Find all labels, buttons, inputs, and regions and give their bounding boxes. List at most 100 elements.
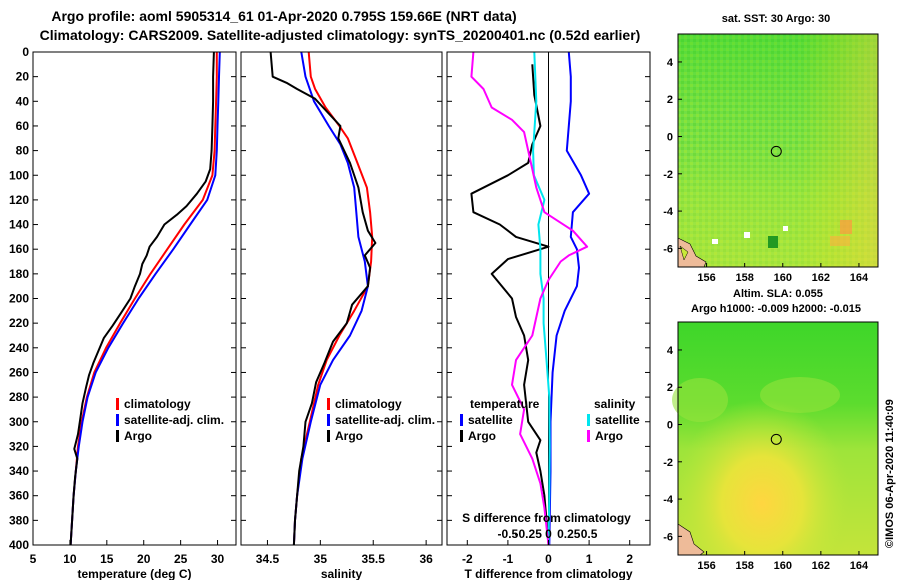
s-tick-label: -0.5	[498, 527, 519, 541]
x-tick-label: 35	[314, 552, 328, 566]
plot-frame	[240, 51, 443, 546]
map-x-tick-label: 158	[735, 560, 753, 572]
legend-label-s-satellite: satellite	[595, 413, 640, 427]
sst-map-axes: 156 158 160 162 164 4 2 0 -2 -4 -6	[663, 57, 869, 284]
h-map-axes: 156 158 160 162 164 4 2 0 -2 -4 -6	[663, 345, 869, 572]
y-tick-label: 360	[9, 489, 29, 503]
legend-swatch-s-satellite	[587, 414, 590, 426]
legend-swatch-argo	[116, 430, 119, 442]
s-tick-label: 0.5	[581, 527, 598, 541]
figure-title-line2: Climatology: CARS2009. Satellite-adjuste…	[40, 27, 641, 43]
h-map-high-region	[678, 322, 878, 555]
s-tick-label: 0	[545, 527, 552, 541]
y-tick-label: 400	[9, 538, 29, 552]
difference-panel: -2 -1 0 1 2T difference from climatology S di…	[446, 51, 651, 580]
x-tick-label: 15	[100, 552, 114, 566]
sst-map: sat. SST: 30 Argo: 30 156 158 160 162 164 4 2 0…	[663, 13, 879, 300]
x-tick-label: 10	[63, 552, 77, 566]
map-x-tick-label: 156	[697, 272, 715, 284]
y-tick-label: 260	[9, 365, 29, 379]
legend-label-t-satellite: satellite	[468, 413, 513, 427]
x-axis-label: T difference from climatology	[464, 567, 632, 580]
series-line-climatology	[292, 51, 374, 546]
map-y-tick-label: -6	[663, 531, 673, 543]
map-x-tick-label: 164	[850, 560, 869, 572]
y-tick-label: 300	[9, 415, 29, 429]
sst-warm-patch	[840, 220, 852, 234]
legend-label-argo: Argo	[335, 429, 363, 443]
y-tick-label: 240	[9, 341, 29, 355]
legend-swatch-s-argo	[587, 430, 590, 442]
legend-swatch-climatology	[327, 398, 330, 410]
map-y-tick-label: 2	[667, 382, 673, 394]
sst-missing-pixel	[783, 226, 788, 231]
legend-swatch-argo	[327, 430, 330, 442]
y-tick-label: 20	[16, 70, 30, 84]
y-tick-label: 280	[9, 390, 29, 404]
x-tick-label: 2	[626, 552, 633, 566]
s-axis-label: S difference from climatology	[462, 511, 631, 525]
sst-missing-pixel	[712, 239, 718, 244]
x-tick-label: -2	[462, 552, 473, 566]
s-tick-label: -0.25	[515, 527, 543, 541]
h-map-frame	[677, 321, 879, 556]
sst-missing-pixel	[744, 232, 750, 238]
map-x-tick-label: 162	[812, 560, 830, 572]
legend-swatch-t-satellite	[460, 414, 463, 426]
series-line-climatology	[69, 52, 218, 546]
x-tick-label: 5	[30, 552, 37, 566]
salinity-legend: climatology satellite-adj. clim. Argo	[327, 397, 435, 443]
legend-label-satellite: satellite-adj. clim.	[124, 413, 224, 427]
map-x-tick-label: 160	[774, 560, 792, 572]
x-tick-label: 35.5	[362, 552, 386, 566]
map-x-tick-label: 158	[735, 272, 753, 284]
y-tick-label: 180	[9, 267, 29, 281]
x-tick-label: 30	[211, 552, 225, 566]
x-tick-label: -1	[503, 552, 514, 566]
legend-label-satellite: satellite-adj. clim.	[335, 413, 435, 427]
legend-label-s-argo: Argo	[595, 429, 623, 443]
y-tick-label: 120	[9, 193, 29, 207]
series-line-argo	[269, 51, 377, 546]
legend-heading-salinity: salinity	[594, 397, 636, 411]
y-tick-label: 160	[9, 242, 29, 256]
map-y-tick-label: 0	[667, 420, 673, 432]
map-y-tick-label: -2	[663, 457, 673, 469]
legend-swatch-climatology	[116, 398, 119, 410]
temperature-legend: climatology satellite-adj. clim. Argo	[116, 397, 224, 443]
map-x-tick-label: 160	[774, 272, 792, 284]
y-tick-label: 40	[16, 94, 30, 108]
x-tick-label: 36	[419, 552, 433, 566]
legend-swatch-satellite	[116, 414, 119, 426]
figure-title-line1: Argo profile: aoml 5905314_61 01-Apr-202…	[51, 8, 516, 24]
legend-swatch-satellite	[327, 414, 330, 426]
map-y-tick-label: 4	[667, 345, 674, 357]
map-y-tick-label: 0	[667, 132, 673, 144]
argo-position-marker	[770, 145, 782, 157]
map-y-tick-label: 4	[667, 57, 674, 69]
s-tick-label: 0.25	[557, 527, 581, 541]
legend-label-climatology: climatology	[335, 397, 402, 411]
x-tick-label: 25	[174, 552, 188, 566]
temperature-panel: 0 20 40 60 80 100 120 140 160 180 200 220 240 260 280 3…	[9, 45, 237, 580]
legend-heading-temperature: temperature	[470, 397, 540, 411]
y-tick-label: 340	[9, 464, 29, 478]
x-tick-label: 1	[586, 552, 593, 566]
map-y-tick-label: -6	[663, 243, 673, 255]
sst-island	[768, 236, 778, 248]
map-y-tick-label: -4	[663, 206, 674, 218]
sst-map-frame	[677, 33, 879, 268]
h-map-title: Argo h1000: -0.009 h2000: -0.015	[691, 303, 861, 315]
legend-label-argo: Argo	[124, 429, 152, 443]
y-tick-label: 0	[22, 45, 29, 59]
sst-landmass-detail	[679, 245, 689, 261]
legend-swatch-t-argo	[460, 430, 463, 442]
y-tick-label: 320	[9, 439, 29, 453]
map-y-tick-label: -4	[663, 494, 674, 506]
map-y-tick-label: 2	[667, 94, 673, 106]
series-line-s-argo	[470, 51, 589, 546]
imos-watermark: ©IMOS 06-Apr-2020 11:40:09	[884, 399, 896, 548]
series-line-satellite	[69, 51, 221, 546]
x-tick-label: 0	[545, 552, 552, 566]
